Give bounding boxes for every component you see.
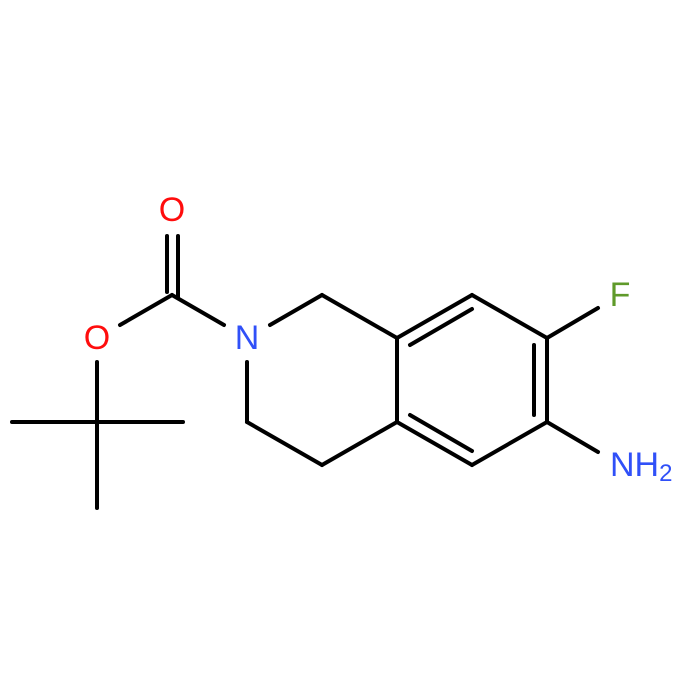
atom-label: NH2 [610,446,672,487]
bond [395,293,474,340]
atom-labels: O O N F NH2 [84,191,673,487]
bond [395,420,474,467]
bond [320,293,399,340]
bond [320,420,399,467]
bond [470,420,549,467]
atom-label: F [610,276,631,314]
bond [470,293,549,340]
bond [545,306,600,340]
atom-label-subscript: 2 [659,460,672,487]
bond [170,293,226,327]
bond [245,420,324,467]
bond [408,413,474,453]
atom-label: O [159,191,185,229]
atom-label: O [84,319,110,357]
bond [268,293,324,327]
bonds [10,234,600,510]
bond [408,307,474,347]
atom-label-main: NH [610,446,659,484]
bond [118,293,174,327]
atom-label: N [235,319,260,357]
bond [545,420,600,454]
